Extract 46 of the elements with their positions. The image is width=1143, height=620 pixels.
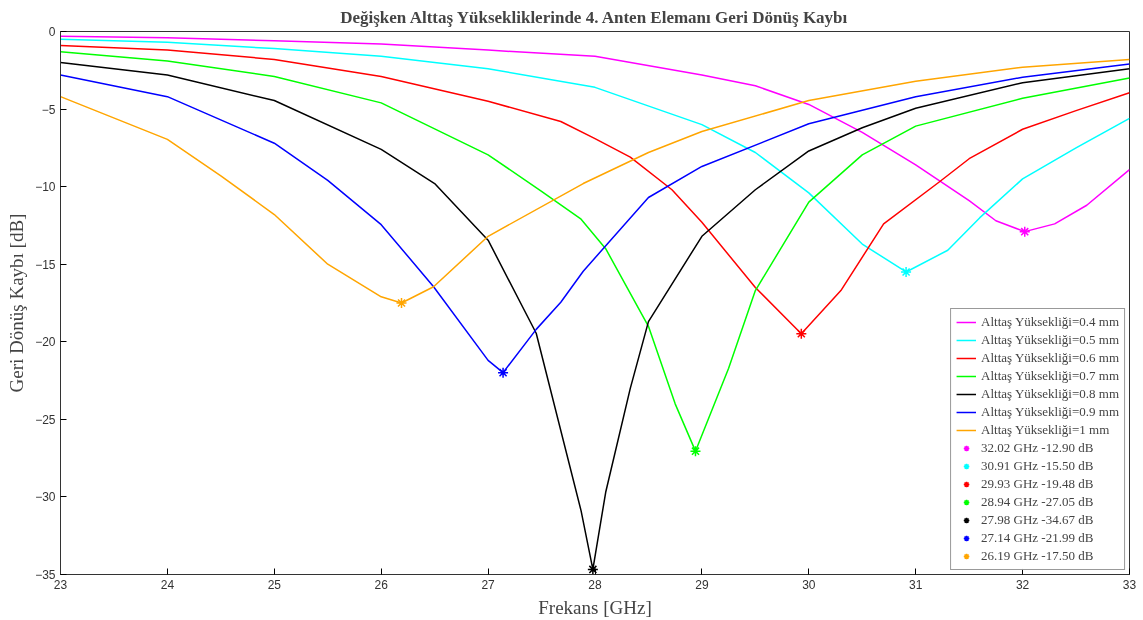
line-series [60, 58, 1130, 304]
x-tick-label: 32 [1015, 577, 1030, 592]
point [900, 266, 912, 278]
legend-label: 29.93 GHz -19.48 dB [981, 476, 1094, 492]
y-tick-label: −35 [35, 568, 56, 582]
line-series [60, 38, 1130, 273]
point [1018, 225, 1031, 238]
legend-label: Alttaş Yüksekliği=0.9 mm [981, 404, 1119, 420]
line-series [60, 35, 1130, 233]
point [795, 327, 808, 340]
x-tick-label: 30 [802, 577, 816, 592]
chart-title: Değişken Alttaş Yüksekliklerinde 4. Anten Elemanı Geri Dönüş Kaybı [340, 7, 848, 27]
y-tick-label: −15 [35, 257, 56, 272]
x-tick-label: 26 [374, 577, 389, 592]
legend-label: Alttaş Yüksekliği=1 mm [981, 422, 1110, 438]
y-tick-label: −10 [35, 180, 56, 195]
x-tick-label: 31 [909, 577, 923, 592]
legend-label: 27.14 GHz -21.99 dB [981, 530, 1094, 546]
x-tick-label: 25 [267, 577, 282, 592]
x-tick-label: 33 [1122, 577, 1137, 592]
y-tick-label: −5 [41, 102, 56, 117]
point [395, 297, 408, 309]
legend-label: 32.02 GHz -12.90 dB [981, 440, 1094, 456]
x-tick-label: 29 [695, 577, 709, 592]
line-series [60, 50, 1130, 452]
point [689, 445, 702, 457]
legend-label: Alttaş Yüksekliği=0.6 mm [981, 350, 1119, 366]
y-tick-label: −30 [35, 490, 56, 505]
x-tick-label: 28 [588, 577, 602, 592]
legend-label: Alttaş Yüksekliği=0.5 mm [981, 332, 1119, 348]
legend-label: 28.94 GHz -27.05 dB [981, 494, 1094, 510]
y-tick-label: −25 [35, 412, 56, 427]
legend-label: Alttaş Yüksekliği=0.7 mm [981, 368, 1119, 384]
x-tick-label: 27 [481, 577, 496, 592]
legend-label: Alttaş Yüksekliği=0.4 mm [981, 314, 1119, 330]
point [587, 563, 599, 575]
y-axis-title: Geri Dönüş Kaybı [dB] [6, 213, 28, 393]
y-tick-label: 0 [48, 25, 56, 39]
legend-label: 26.19 GHz -17.50 dB [981, 548, 1094, 564]
x-axis-title: Frekans [GHz] [538, 596, 652, 618]
point [497, 366, 509, 379]
legend-label: Alttaş Yüksekliği=0.8 mm [981, 386, 1119, 402]
legend-label: 30.91 GHz -15.50 dB [981, 458, 1094, 474]
legend-label: 27.98 GHz -34.67 dB [981, 512, 1094, 528]
y-tick-label: −20 [35, 335, 56, 350]
x-tick-label: 24 [160, 577, 175, 592]
